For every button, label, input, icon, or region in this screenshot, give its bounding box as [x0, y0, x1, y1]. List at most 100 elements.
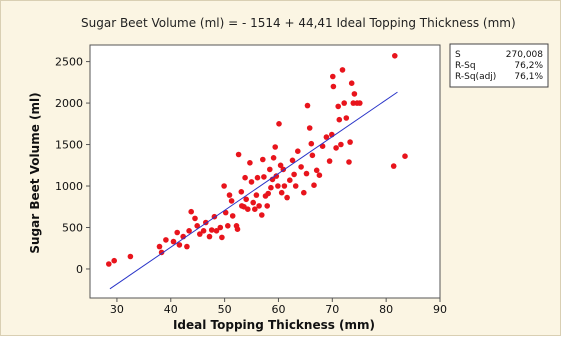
data-point-38 [245, 206, 251, 212]
y-tick-label-0: 0 [76, 263, 83, 276]
data-point-29 [229, 213, 236, 219]
plot-area [89, 44, 441, 299]
data-point-89 [338, 141, 344, 148]
data-point-47 [260, 156, 266, 163]
data-point-39 [247, 160, 253, 166]
data-point-24 [221, 183, 227, 189]
data-point-27 [226, 192, 233, 198]
x-tick-label-50: 50 [218, 303, 232, 316]
data-point-60 [277, 162, 284, 169]
stats-label-1: R-Sq [455, 61, 476, 71]
data-point-23 [219, 234, 225, 241]
data-point-43 [253, 192, 260, 198]
data-point-67 [291, 171, 297, 178]
data-point-33 [238, 189, 245, 195]
data-point-48 [261, 174, 267, 180]
data-point-74 [306, 125, 313, 131]
data-point-4 [158, 249, 165, 256]
data-point-53 [268, 184, 274, 191]
data-point-5 [163, 237, 169, 243]
y-tick-label-500: 500 [62, 221, 83, 234]
data-point-13 [192, 215, 198, 222]
data-point-14 [194, 223, 200, 229]
data-point-65 [287, 177, 293, 183]
data-point-64 [284, 194, 290, 201]
data-point-94 [347, 139, 353, 145]
data-point-57 [273, 173, 280, 179]
x-tick-label-70: 70 [325, 303, 339, 316]
data-point-101 [392, 53, 398, 59]
data-point-52 [267, 166, 273, 173]
data-point-50 [264, 203, 271, 209]
data-point-55 [270, 155, 277, 161]
data-point-69 [295, 148, 301, 154]
data-point-84 [330, 73, 336, 80]
data-point-32 [235, 151, 242, 158]
data-point-85 [330, 83, 337, 90]
data-point-44 [254, 174, 261, 181]
data-point-56 [272, 144, 279, 150]
data-point-11 [186, 228, 192, 234]
data-point-63 [281, 183, 288, 189]
data-point-22 [217, 224, 224, 231]
data-point-78 [313, 167, 320, 174]
data-point-97 [351, 91, 358, 97]
data-point-8 [176, 242, 183, 248]
data-point-77 [311, 182, 317, 188]
data-point-66 [289, 157, 296, 164]
y-tick-label-2500: 2500 [55, 56, 83, 69]
x-axis-label: Ideal Topping Thickness (mm) [173, 318, 375, 332]
data-point-21 [213, 228, 220, 234]
data-point-99 [357, 100, 363, 106]
data-point-19 [208, 227, 215, 233]
data-point-36 [242, 174, 248, 181]
data-point-61 [278, 189, 285, 196]
data-point-51 [265, 190, 272, 197]
y-tick-label-2000: 2000 [55, 97, 83, 110]
data-point-93 [346, 159, 352, 165]
data-point-26 [225, 223, 231, 229]
data-point-15 [197, 231, 203, 237]
stats-value-1: 76,2% [514, 61, 543, 71]
x-tick-label-80: 80 [379, 303, 393, 316]
stats-value-0: 270,008 [506, 50, 543, 60]
data-point-86 [333, 145, 339, 151]
data-point-37 [243, 196, 249, 203]
data-point-6 [170, 238, 177, 245]
stats-label-2: R-Sq(adj) [455, 72, 496, 82]
data-point-12 [188, 208, 194, 215]
data-point-73 [304, 102, 311, 109]
data-point-82 [326, 158, 333, 164]
axes: 30 40 50 60 70 80 90 0 500 1000 1500 2000 2500 [55, 56, 447, 316]
data-point-45 [256, 203, 262, 209]
data-point-46 [259, 212, 265, 218]
data-point-91 [341, 100, 348, 106]
data-point-16 [200, 228, 207, 234]
x-tick-label-90: 90 [433, 303, 447, 316]
fit-line-layer [109, 91, 398, 290]
data-point-92 [343, 115, 350, 121]
x-tick-label-30: 30 [110, 303, 124, 316]
data-point-2 [127, 253, 134, 260]
data-point-79 [316, 172, 323, 178]
data-point-0 [106, 261, 112, 267]
data-point-7 [174, 229, 180, 236]
data-point-70 [298, 164, 304, 170]
data-point-102 [402, 153, 408, 159]
data-point-1 [111, 257, 117, 264]
regression-line [109, 91, 398, 290]
data-point-76 [309, 152, 316, 159]
x-tick-label-40: 40 [164, 303, 178, 316]
data-point-95 [348, 80, 355, 86]
data-point-88 [336, 116, 343, 123]
stats-label-0: S [455, 50, 461, 60]
data-point-25 [222, 209, 229, 216]
stats-value-2: 76,1% [514, 72, 543, 82]
data-point-31 [234, 226, 241, 232]
data-point-100 [390, 163, 397, 169]
data-point-3 [156, 243, 163, 250]
data-point-18 [206, 233, 213, 240]
data-point-59 [276, 121, 282, 127]
